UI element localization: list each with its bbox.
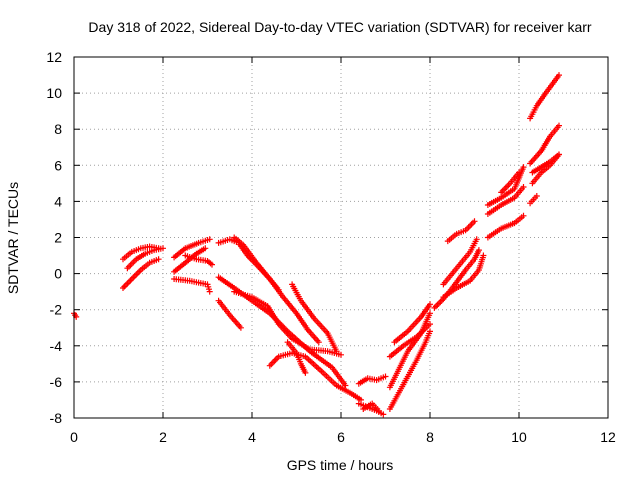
data-series-arc-16 xyxy=(289,281,340,355)
data-marker-path xyxy=(527,72,562,122)
grid-lines xyxy=(74,57,608,418)
y-tick-label: -2 xyxy=(50,302,63,318)
data-series-arc-34 xyxy=(527,122,562,167)
data-series-arc-29 xyxy=(484,184,527,217)
x-tick-label: 4 xyxy=(248,429,256,445)
data-series-arc-31 xyxy=(498,169,522,196)
data-series-arc-14 xyxy=(266,350,364,403)
data-marker-path xyxy=(391,301,433,346)
y-tick-label: 4 xyxy=(54,193,62,209)
data-series-arc-15 xyxy=(284,339,309,376)
data-series-arc-20 xyxy=(386,328,433,412)
chart-title: Day 318 of 2022, Sidereal Day-to-day VTE… xyxy=(88,19,591,35)
y-tick-label: 2 xyxy=(54,230,62,246)
data-series-arc-07 xyxy=(182,252,215,268)
data-marker-path xyxy=(484,164,527,208)
data-series-arc-28 xyxy=(484,212,527,241)
data-marker-path xyxy=(231,288,344,358)
data-marker-path xyxy=(289,281,340,355)
data-marker-path xyxy=(284,339,309,376)
data-marker-path xyxy=(171,276,213,295)
data-marker-path xyxy=(120,256,162,291)
data-marker-path xyxy=(444,218,478,245)
data-marker-path xyxy=(440,252,487,301)
data-series-arc-13 xyxy=(231,288,344,358)
data-marker-path xyxy=(355,373,389,387)
data-marker-path xyxy=(266,350,364,403)
data-series-arc-23 xyxy=(391,301,433,346)
data-marker-path xyxy=(527,193,540,207)
data-marker-path xyxy=(484,184,527,217)
x-tick-label: 8 xyxy=(426,429,434,445)
x-tick-label: 0 xyxy=(70,429,78,445)
axis-ticks: 0 2 4 6 8 10 12 -8 -6 -4 -2 0 2 4 6 8 10 12 xyxy=(46,49,616,445)
data-series-arc-17 xyxy=(355,373,389,387)
y-tick-label: 8 xyxy=(54,121,62,137)
data-marker-path xyxy=(484,212,527,241)
data-series-arc-32 xyxy=(527,193,540,207)
data-marker-path xyxy=(386,321,433,360)
data-series-arc-36 xyxy=(527,72,562,122)
data-series-arc-30 xyxy=(484,164,527,208)
x-tick-label: 10 xyxy=(511,429,527,445)
data-series-arc-35 xyxy=(529,151,562,187)
x-tick-label: 6 xyxy=(337,429,345,445)
x-tick-label: 12 xyxy=(600,429,616,445)
data-series-arc-10 xyxy=(231,234,282,293)
y-tick-label: 0 xyxy=(54,266,62,282)
data-series-arc-11 xyxy=(215,297,244,331)
data-series-arc-27 xyxy=(444,218,478,245)
data-series-arc-25 xyxy=(440,236,480,288)
data-series-arc-04 xyxy=(124,245,166,272)
data-marker-path xyxy=(440,236,480,288)
y-tick-label: 12 xyxy=(46,49,62,65)
y-tick-label: -8 xyxy=(50,410,63,426)
data-marker-path xyxy=(124,245,166,272)
data-marker-path xyxy=(360,400,382,414)
data-series-arc-26 xyxy=(440,252,487,301)
data-marker-path xyxy=(498,169,522,196)
data-series-arc-08 xyxy=(171,276,213,295)
y-tick-label: 6 xyxy=(54,157,62,173)
y-tick-label: -6 xyxy=(50,374,63,390)
data-marker-path xyxy=(215,297,244,331)
data-series-arc-19 xyxy=(360,400,382,414)
data-marker-path xyxy=(182,252,215,268)
data-series-arc-03 xyxy=(120,256,162,291)
data-series-arc-05 xyxy=(171,236,213,261)
y-axis-label: SDTVAR / TECUs xyxy=(5,182,21,294)
data-marker-path xyxy=(529,151,562,187)
data-marker-path xyxy=(386,328,433,412)
data-marker-path xyxy=(527,122,562,167)
data-marker-path xyxy=(171,236,213,261)
data-marker-path xyxy=(231,234,282,293)
data-series xyxy=(71,72,562,418)
x-tick-label: 2 xyxy=(159,429,167,445)
y-tick-label: 10 xyxy=(46,85,62,101)
x-axis-label: GPS time / hours xyxy=(287,457,394,473)
y-tick-label: -4 xyxy=(50,338,63,354)
data-series-arc-22 xyxy=(386,321,433,360)
